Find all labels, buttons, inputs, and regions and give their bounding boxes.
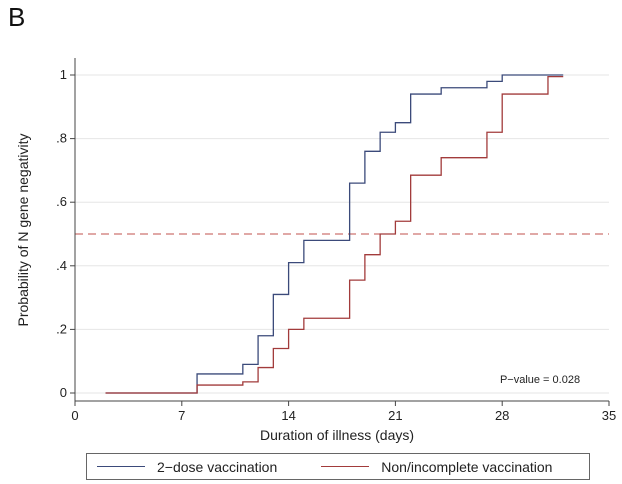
ticks: 0 .2 .4 .6 .8 1 0 7 14 21 28 35	[56, 67, 616, 423]
y-tick-label: 0	[60, 385, 67, 400]
grid	[75, 74, 609, 394]
axes	[74, 58, 609, 402]
x-axis-title: Duration of illness (days)	[260, 427, 414, 443]
legend: 2−dose vaccination Non/incomplete vaccin…	[86, 453, 590, 480]
series	[105, 74, 564, 394]
x-tick-label: 7	[178, 408, 185, 423]
legend-swatch-2-dose	[97, 466, 145, 467]
y-axis-title: Probability of N gene negativity	[15, 134, 31, 327]
legend-label-2-dose: 2−dose vaccination	[157, 458, 278, 475]
y-tick-label: .6	[56, 194, 67, 209]
legend-label-non-incomplete: Non/incomplete vaccination	[381, 458, 553, 475]
x-tick-label: 0	[71, 408, 78, 423]
annotation-pvalue: P−value = 0.028	[500, 374, 580, 386]
y-tick-label: .8	[56, 131, 67, 146]
x-tick-label: 21	[388, 408, 402, 423]
series-line-0	[105, 74, 564, 394]
legend-item-2-dose: 2−dose vaccination	[97, 459, 277, 475]
legend-swatch-non-incomplete	[321, 466, 370, 467]
y-tick-label: .2	[56, 321, 67, 336]
series-line-1	[105, 75, 564, 394]
legend-item-non-incomplete: Non/incomplete vaccination	[321, 459, 552, 475]
panel-label: B	[8, 2, 26, 32]
x-tick-label: 35	[602, 408, 616, 423]
plot-background	[75, 58, 609, 401]
x-tick-label: 14	[281, 408, 295, 423]
y-tick-label: .4	[56, 258, 67, 273]
x-tick-label: 28	[495, 408, 509, 423]
y-tick-label: 1	[60, 67, 67, 82]
